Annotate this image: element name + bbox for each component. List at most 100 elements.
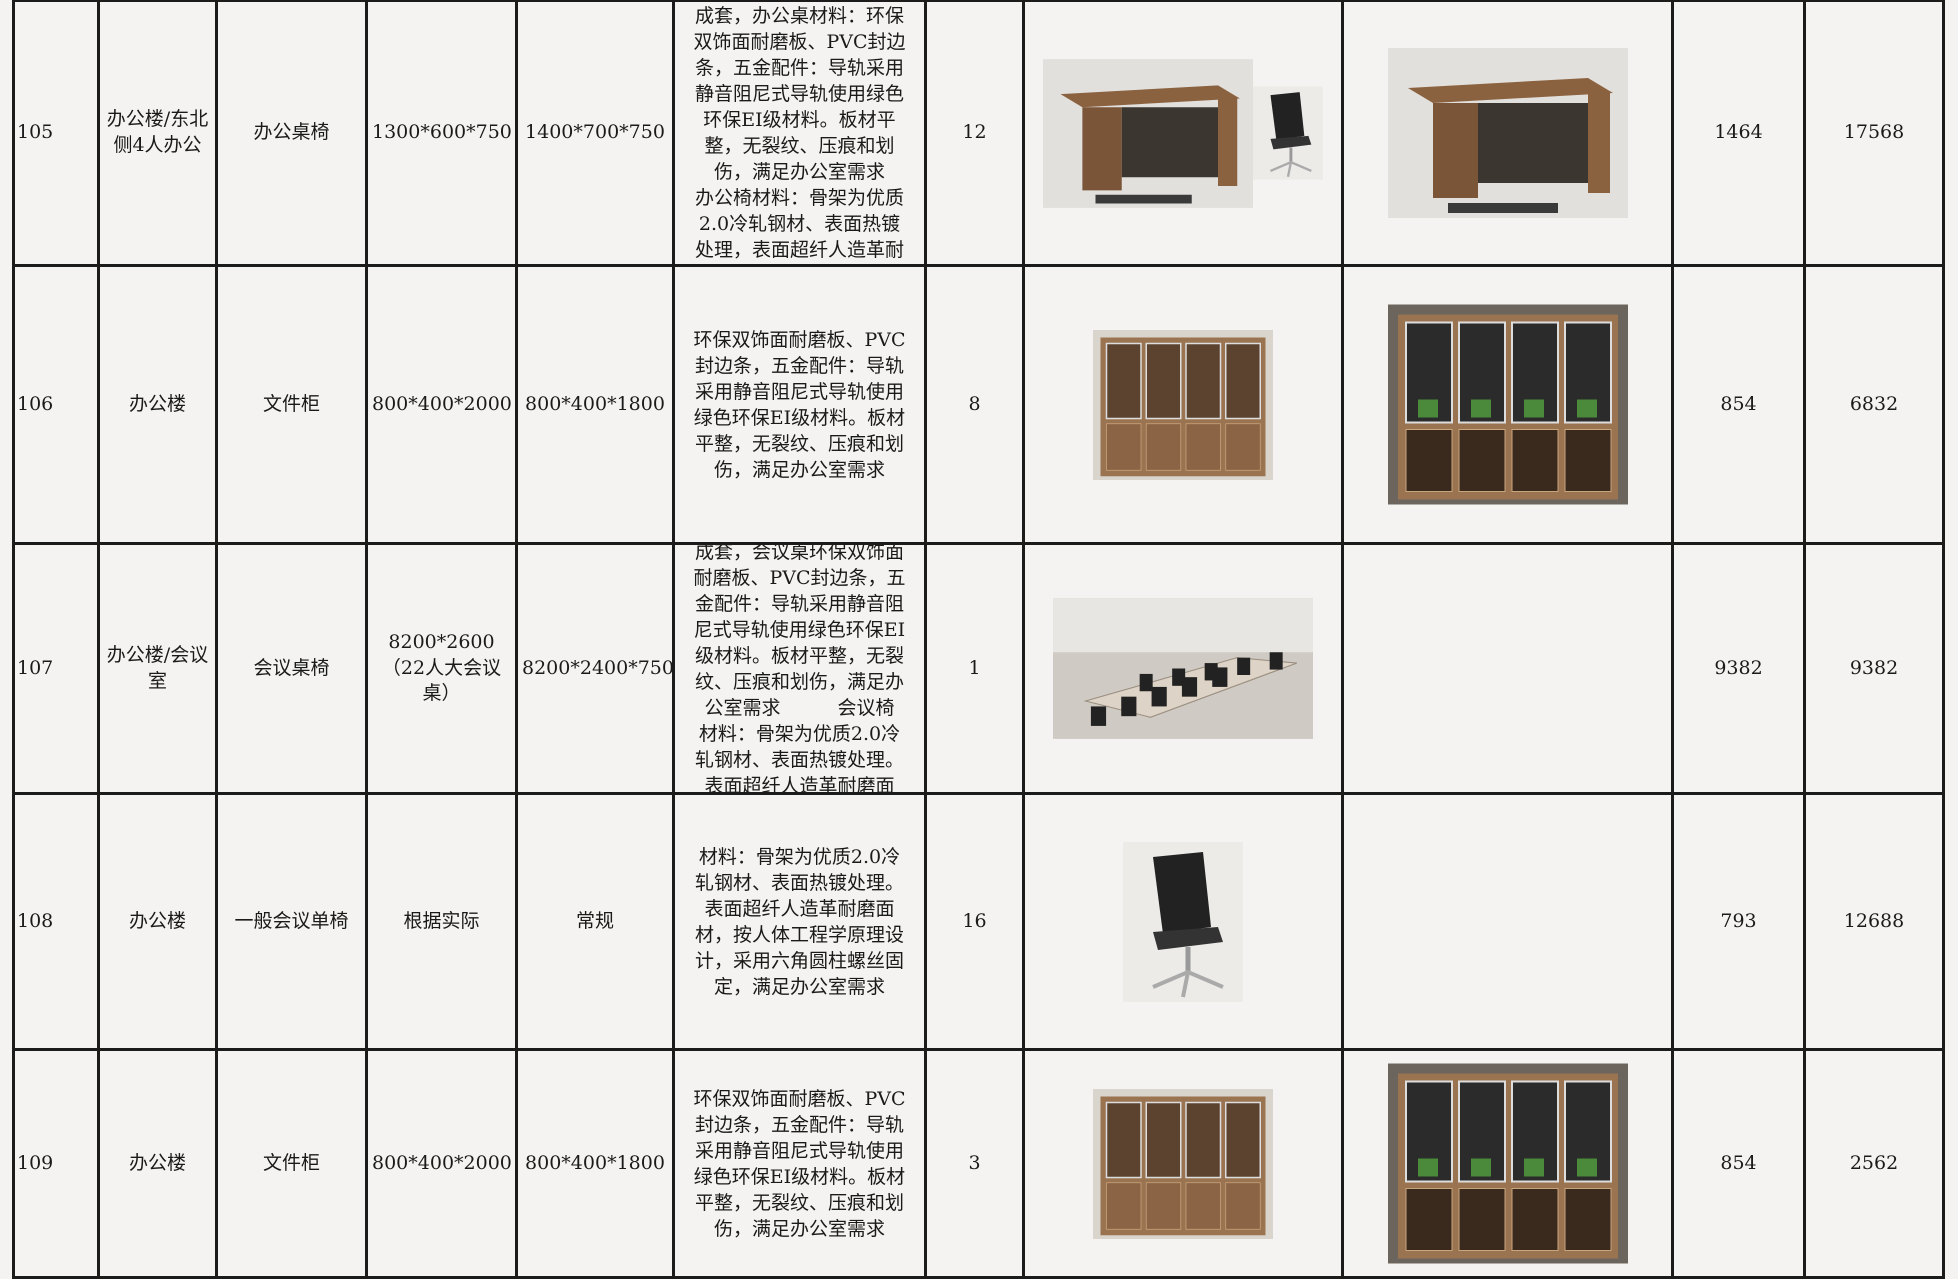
total-price: 12688	[1843, 909, 1905, 932]
description-line: 表面超纤人造革耐磨面	[704, 774, 895, 792]
cell	[1341, 542, 1674, 795]
item-name: 办公桌椅	[253, 121, 330, 144]
description-line: 计，采用六角圆柱螺丝固	[694, 949, 904, 972]
cell	[1022, 542, 1344, 795]
description-line: 办公椅材料：骨架为优质	[694, 187, 904, 209]
cell	[1341, 0, 1674, 267]
description-line: 伤，满足办公室需求	[713, 458, 885, 481]
cell: 800*400*1800	[515, 1048, 675, 1279]
cell: 环保双饰面耐磨板、PVC 封边条，五金配件：导轨 采用静音阻尼式导轨使用 绿色环保EI…	[672, 264, 927, 545]
cell	[1022, 0, 1344, 267]
cell: 办公楼/会议室	[97, 542, 218, 795]
size-spec: 1300*600*750	[372, 121, 512, 144]
size-spec-2: 8200*2400*750	[522, 656, 674, 679]
cell: 2562	[1803, 1048, 1945, 1279]
description-line: 静音阻尼式导轨使用绿色	[694, 83, 904, 105]
description-line: 绿色环保EI级材料。板材	[693, 406, 906, 429]
cell	[1341, 1048, 1674, 1279]
size-spec-2: 800*400*1800	[525, 392, 665, 415]
description: 环保双饰面耐磨板、PVC 封边条，五金配件：导轨 采用静音阻尼式导轨使用 绿色环保EI…	[679, 1052, 920, 1275]
cell: 106	[12, 264, 100, 545]
description-line: 材料：骨架为优质2.0冷	[698, 845, 901, 868]
quantity: 1	[968, 656, 981, 679]
cell: 成套，会议桌环保双饰面 耐磨板、PVC封边条，五 金配件：导轨采用静音阻 尼式导轨使用…	[672, 542, 927, 795]
cell: 12688	[1803, 792, 1945, 1051]
cell: 文件柜	[215, 264, 368, 545]
total-price: 17568	[1843, 121, 1905, 144]
unit-price: 854	[1720, 392, 1757, 415]
description-line: 环保EI级材料。板材平	[703, 109, 896, 131]
description-line: 公室需求 会议椅	[704, 696, 895, 719]
cell: 1	[924, 542, 1025, 795]
item-name: 文件柜	[262, 1151, 320, 1174]
description-line: 封边条，五金配件：导轨	[694, 354, 904, 377]
cell: 环保双饰面耐磨板、PVC 封边条，五金配件：导轨 采用静音阻尼式导轨使用 绿色环保EI…	[672, 1048, 927, 1279]
product-image	[1029, 1088, 1337, 1239]
item-name: 会议桌椅	[253, 656, 330, 679]
cell: 12	[924, 0, 1025, 267]
description-line: 采用静音阻尼式导轨使用	[694, 380, 904, 403]
location: 办公楼	[128, 1151, 186, 1174]
product-image	[1029, 596, 1337, 741]
cell: 办公楼/东北侧4人办公	[97, 0, 218, 267]
description-line: 绿色环保EI级材料。板材	[693, 1165, 906, 1188]
cell: 9382	[1671, 542, 1806, 795]
description-line: 轧钢材、表面热镀处理。	[694, 748, 904, 771]
cell: 会议桌椅	[215, 542, 368, 795]
description: 成套，会议桌环保双饰面 耐磨板、PVC封边条，五 金配件：导轨采用静音阻 尼式导轨使用…	[679, 545, 920, 792]
description-line: 平整，无裂纹、压痕和划	[694, 432, 904, 455]
size-spec: 800*400*2000	[372, 1151, 512, 1174]
cell: 3	[924, 1048, 1025, 1279]
cell: 8200*2600（22人大会议桌）	[365, 542, 518, 795]
cell: 根据实际	[365, 792, 518, 1051]
description-line: 伤，满足办公室需求	[713, 161, 885, 183]
cell: 文件柜	[215, 1048, 368, 1279]
description-line: 金配件：导轨采用静音阻	[694, 592, 904, 615]
cell: 109	[12, 1048, 100, 1279]
item-number: 105	[17, 121, 54, 144]
description-line: 纹、压痕和划伤，满足办	[694, 670, 904, 693]
unit-price: 1464	[1714, 121, 1763, 144]
item-name: 一般会议单椅	[234, 909, 349, 932]
quantity: 12	[962, 121, 987, 144]
cell: 一般会议单椅	[215, 792, 368, 1051]
unit-price: 854	[1720, 1151, 1757, 1174]
item-number: 109	[17, 1151, 54, 1174]
description-line: 伤，满足办公室需求	[713, 1217, 885, 1240]
size-spec-2: 800*400*1800	[525, 1151, 665, 1174]
cell: 800*400*2000	[365, 264, 518, 545]
location: 办公楼/东北侧4人办公	[106, 108, 209, 156]
table-body: 105 办公楼/东北侧4人办公 办公桌椅 1300*600*750 1400*700*7…	[12, 0, 1945, 1279]
description-line: 2.0冷轧钢材、表面热镀	[698, 213, 901, 235]
description-line: 双饰面耐磨板、PVC封边	[693, 31, 906, 53]
product-image	[1029, 841, 1337, 1002]
cell: 107	[12, 542, 100, 795]
size-spec: 根据实际	[403, 909, 480, 932]
cell	[1341, 792, 1674, 1051]
cell: 9382	[1803, 542, 1945, 795]
cell: 常规	[515, 792, 675, 1051]
description-line: 处理，表面超纤人造革耐	[694, 239, 904, 261]
cell	[1022, 792, 1344, 1051]
description-line: 成套，会议桌环保双饰面	[694, 545, 904, 563]
cell: 800*400*1800	[515, 264, 675, 545]
description-line: 封边条，五金配件：导轨	[694, 1113, 904, 1136]
cell: 108	[12, 792, 100, 1051]
description: 环保双饰面耐磨板、PVC 封边条，五金配件：导轨 采用静音阻尼式导轨使用 绿色环保EI…	[679, 268, 920, 541]
cell: 854	[1671, 1048, 1806, 1279]
cell: 办公楼	[97, 264, 218, 545]
cell: 105	[12, 0, 100, 267]
unit-price: 793	[1720, 909, 1757, 932]
description-line: 轧钢材、表面热镀处理。	[694, 871, 904, 894]
description-line: 环保双饰面耐磨板、PVC	[693, 328, 906, 351]
description-line: 成套，办公桌材料：环保	[694, 5, 904, 27]
total-price: 2562	[1849, 1151, 1899, 1174]
cell: 1400*700*750	[515, 0, 675, 267]
cell: 8200*2400*750	[515, 542, 675, 795]
product-image	[1029, 56, 1337, 211]
description-line: 尼式导轨使用绿色环保EI	[693, 618, 906, 641]
cell: 1300*600*750	[365, 0, 518, 267]
location: 办公楼	[128, 392, 186, 415]
total-price: 6832	[1849, 392, 1899, 415]
